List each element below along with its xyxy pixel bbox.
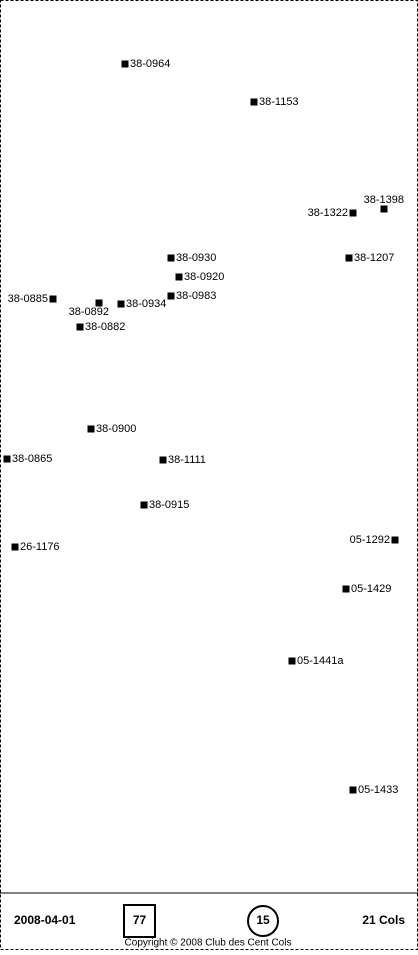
location-label: 05-1441a: [297, 655, 344, 667]
location-label: 38-0882: [85, 321, 125, 333]
location-label: 38-1153: [259, 96, 299, 108]
location-marker: [87, 425, 95, 433]
location-marker: [140, 501, 148, 509]
location-label: 05-1429: [351, 583, 391, 595]
location-marker: [117, 300, 125, 308]
location-marker: [342, 585, 350, 593]
location-label: 38-0934: [126, 298, 166, 310]
location-label: 38-1111: [168, 454, 206, 466]
location-label: 38-0865: [12, 453, 52, 465]
location-label: 38-0892: [69, 306, 109, 318]
location-label: 26-1176: [20, 541, 60, 553]
location-label: 38-0885: [8, 293, 48, 305]
location-label: 38-0920: [184, 271, 224, 283]
location-marker: [159, 456, 167, 464]
footer-date: 2008-04-01: [14, 913, 76, 927]
location-label: 38-0983: [176, 290, 216, 302]
location-label: 05-1292: [350, 534, 390, 546]
location-label: 05-1433: [358, 784, 398, 796]
location-marker: [175, 273, 183, 281]
location-label: 38-0900: [96, 423, 136, 435]
footer-circle-count: 15: [256, 913, 270, 927]
location-marker: [3, 455, 11, 463]
footer-col-count: 21 Cols: [362, 913, 405, 927]
location-marker: [349, 786, 357, 794]
location-marker: [345, 254, 353, 262]
location-marker: [76, 323, 84, 331]
location-marker: [288, 657, 296, 665]
location-marker: [349, 209, 357, 217]
location-marker: [121, 60, 129, 68]
location-marker: [95, 299, 103, 307]
location-marker: [250, 98, 258, 106]
location-marker: [167, 254, 175, 262]
footer-box-count: 77: [133, 913, 147, 927]
location-label: 38-1322: [308, 207, 348, 219]
location-label: 38-1207: [354, 252, 394, 264]
location-label: 38-0964: [130, 58, 170, 70]
location-label: 38-0915: [149, 499, 189, 511]
footer-box: [123, 904, 156, 938]
location-label: 38-1398: [364, 194, 404, 206]
location-marker: [49, 295, 57, 303]
location-marker: [380, 205, 388, 213]
location-marker: [11, 543, 19, 551]
copyright: Copyright © 2008 Club des Cent Cols: [125, 938, 292, 949]
location-marker: [391, 536, 399, 544]
location-label: 38-0930: [176, 252, 216, 264]
location-marker: [167, 292, 175, 300]
footer-circle: [247, 905, 279, 937]
